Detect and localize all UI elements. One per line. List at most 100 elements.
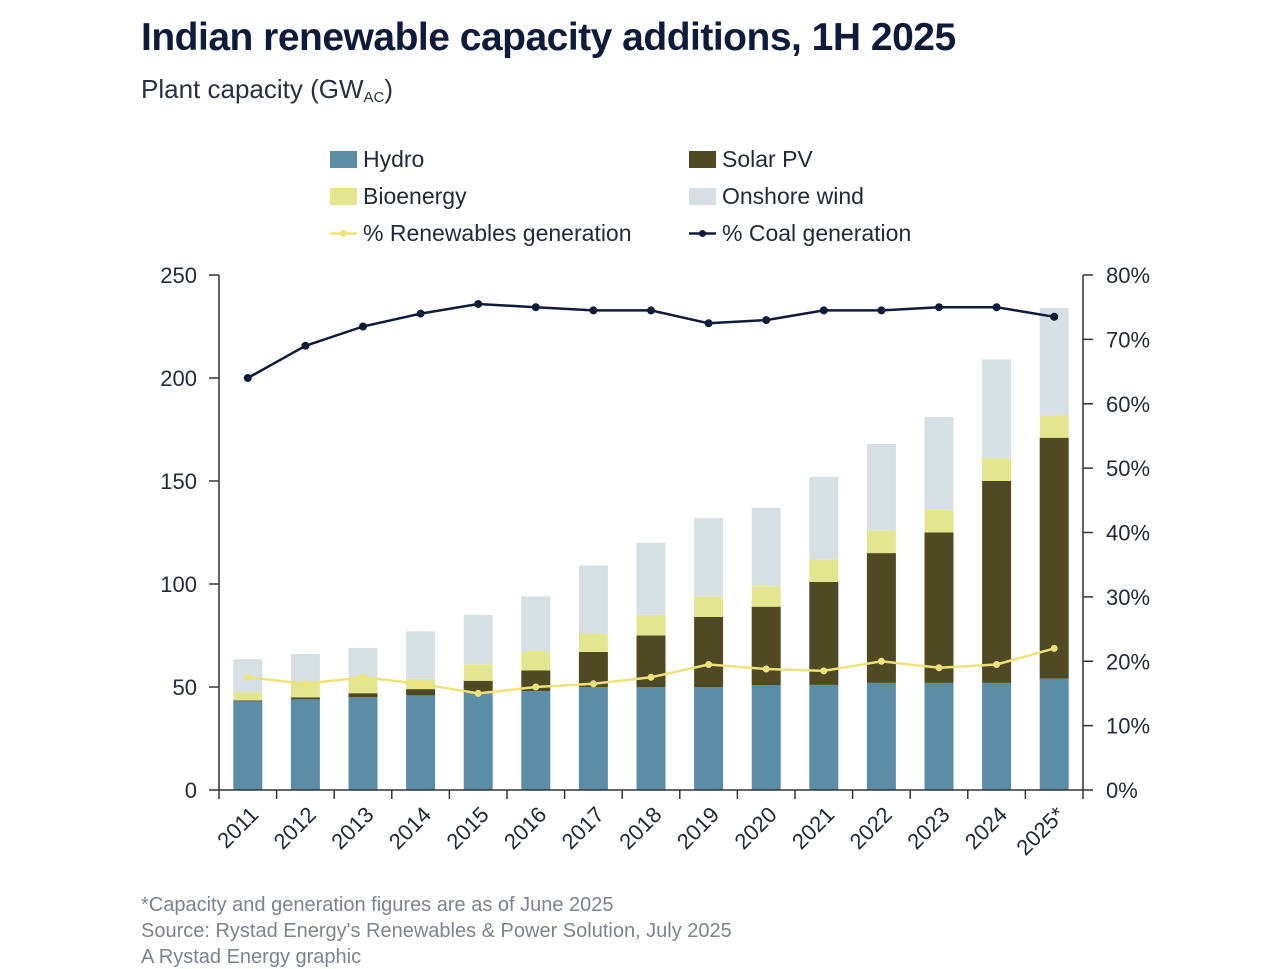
legend-item-bioenergy: Bioenergy	[330, 183, 467, 210]
point-renewables-2023	[935, 664, 943, 672]
legend-line-coal	[689, 230, 716, 237]
y-tick-label-100: 100	[160, 572, 197, 597]
bar-bioenergy-2022	[866, 530, 896, 554]
bar-solar-2020	[751, 606, 781, 685]
point-renewables-2017	[589, 680, 597, 688]
bar-wind-2025	[1039, 308, 1069, 416]
bar-solar-2014	[406, 689, 436, 696]
subtitle-text: Plant capacity (GW	[141, 74, 364, 104]
point-coal-2019	[704, 319, 713, 328]
bar-bioenergy-2023	[924, 509, 954, 533]
point-coal-2017	[589, 306, 598, 315]
x-tick-label-2025: 2025*	[1011, 802, 1070, 861]
y2-tick-label-6: 60%	[1106, 392, 1150, 417]
y-tick-label-0: 0	[185, 778, 197, 803]
bar-hydro-2020	[751, 684, 781, 790]
point-renewables-2011	[244, 673, 252, 681]
point-renewables-2022	[877, 657, 885, 665]
legend-swatch-hydro	[330, 151, 357, 168]
point-renewables-2025	[1050, 644, 1058, 652]
x-tick-label-2012: 2012	[269, 802, 321, 854]
bar-solar-2023	[924, 532, 954, 683]
bar-hydro-2015	[463, 693, 493, 790]
bar-wind-2012	[290, 654, 320, 683]
x-tick-label-2023: 2023	[902, 802, 954, 854]
point-coal-2021	[819, 306, 828, 315]
bar-bioenergy-2011	[233, 692, 263, 701]
legend-label-coal: % Coal generation	[722, 220, 912, 246]
legend-label-bioenergy: Bioenergy	[363, 183, 467, 209]
point-renewables-2015	[474, 689, 482, 697]
bar-hydro-2018	[636, 687, 666, 790]
y2-tick-label-5: 50%	[1106, 456, 1150, 481]
legend-item-coal: % Coal generation	[689, 220, 911, 247]
chart-subtitle: Plant capacity (GWAC)	[141, 74, 393, 106]
point-coal-2025	[1050, 312, 1059, 321]
point-renewables-2013	[359, 673, 367, 681]
bar-hydro-2016	[521, 691, 551, 790]
bar-solar-2019	[694, 617, 724, 687]
bar-wind-2024	[982, 359, 1012, 459]
point-coal-2016	[531, 303, 540, 312]
point-renewables-2018	[647, 673, 655, 681]
bar-wind-2019	[694, 518, 724, 597]
x-tick-label-2017: 2017	[557, 802, 609, 854]
footnote-note: *Capacity and generation figures are as …	[141, 894, 614, 916]
bar-hydro-2024	[982, 682, 1012, 790]
point-coal-2013	[359, 322, 367, 331]
subtitle-subscript: AC	[363, 89, 385, 106]
legend-item-hydro: Hydro	[330, 146, 424, 173]
y2-tick-label-3: 30%	[1106, 585, 1150, 610]
bar-hydro-2025	[1039, 678, 1069, 790]
bar-bioenergy-2025	[1039, 415, 1069, 438]
bar-hydro-2011	[233, 701, 263, 790]
point-coal-2023	[935, 303, 943, 312]
legend-swatch-solar	[689, 151, 716, 168]
x-tick-label-2013: 2013	[326, 802, 378, 854]
x-tick-label-2020: 2020	[729, 802, 781, 854]
y2-tick-label-4: 40%	[1106, 521, 1150, 546]
legend-label-solar: Solar PV	[722, 146, 813, 172]
legend-swatch-bioenergy	[330, 188, 357, 205]
bar-bioenergy-2015	[463, 664, 493, 681]
point-renewables-2024	[993, 661, 1001, 668]
bar-solar-2015	[463, 680, 493, 694]
legend-label-hydro: Hydro	[363, 146, 425, 172]
y2-tick-label-8: 80%	[1106, 263, 1150, 288]
point-renewables-2021	[820, 667, 828, 675]
x-tick-label-2021: 2021	[787, 802, 839, 854]
bar-solar-2011	[233, 700, 263, 702]
point-renewables-2014	[417, 680, 425, 688]
legend-swatch-wind	[689, 188, 716, 205]
bar-hydro-2019	[694, 687, 724, 790]
point-coal-2012	[301, 341, 310, 350]
x-tick-label-2016: 2016	[499, 802, 551, 854]
legend-label-renewables: % Renewables generation	[363, 220, 632, 246]
x-tick-label-2018: 2018	[614, 802, 666, 854]
point-coal-2024	[992, 303, 1001, 312]
bar-bioenergy-2019	[694, 596, 724, 617]
y2-tick-label-0: 0%	[1106, 778, 1138, 803]
bar-hydro-2021	[809, 684, 839, 790]
chart-legend: Hydro Solar PV Bioenergy Onshore wind % …	[330, 142, 1050, 252]
point-coal-2022	[877, 306, 886, 315]
bar-hydro-2014	[406, 695, 436, 790]
bar-solar-2013	[348, 693, 378, 698]
y2-tick-label-1: 10%	[1106, 714, 1150, 739]
bar-wind-2020	[751, 507, 781, 587]
y2-tick-label-7: 70%	[1106, 327, 1150, 352]
bar-solar-2025	[1039, 437, 1069, 679]
point-coal-2011	[243, 374, 252, 382]
footnote-source: Source: Rystad Energy's Renewables & Pow…	[141, 920, 732, 942]
bar-bioenergy-2021	[809, 559, 839, 582]
bar-hydro-2022	[866, 682, 896, 790]
bar-wind-2013	[348, 647, 378, 679]
point-coal-2020	[762, 316, 771, 325]
bar-bioenergy-2020	[751, 586, 781, 607]
x-tick-label-2024: 2024	[960, 802, 1012, 854]
y-tick-label-150: 150	[160, 469, 197, 494]
point-renewables-2012	[301, 680, 309, 688]
point-renewables-2019	[705, 661, 713, 668]
bar-bioenergy-2018	[636, 614, 666, 636]
